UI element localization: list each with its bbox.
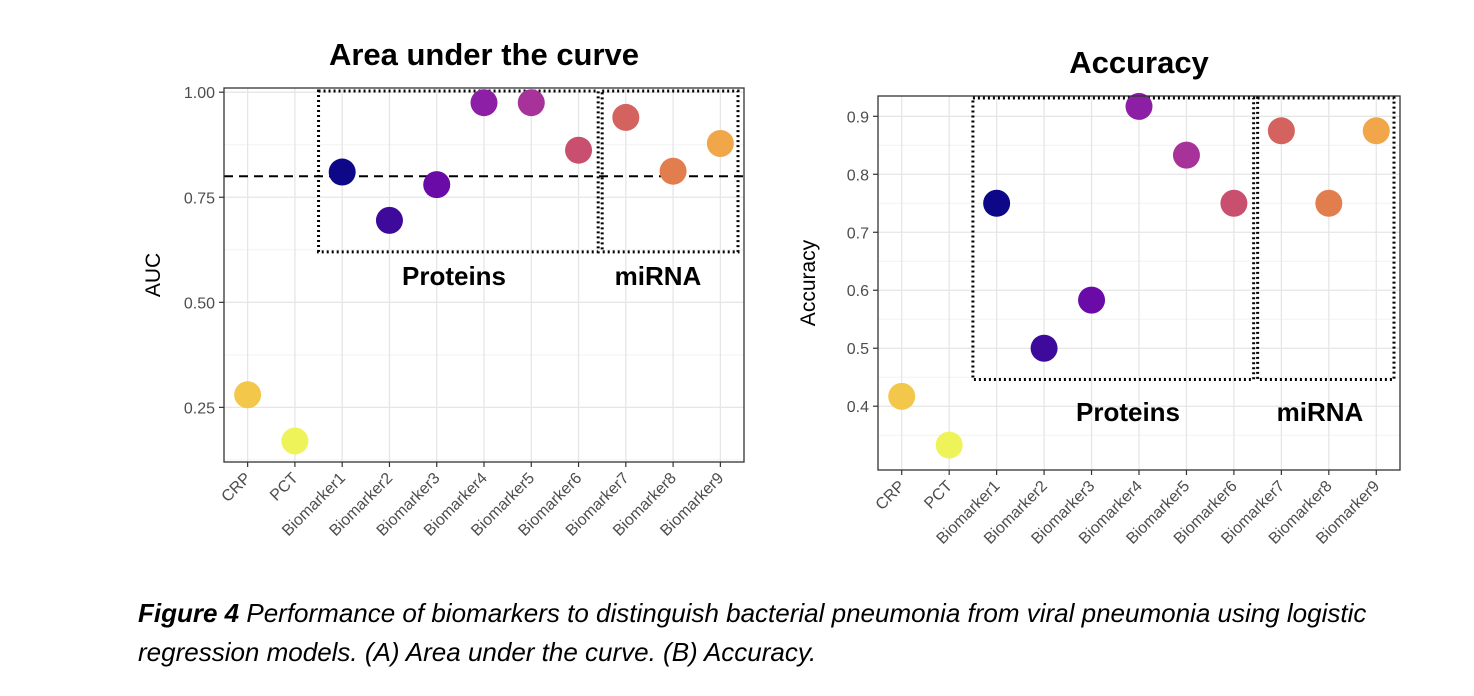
group-box [1256, 96, 1396, 382]
y-tick-label: 0.7 [847, 225, 869, 242]
data-point [470, 89, 498, 117]
data-point [1220, 189, 1248, 217]
group-label: Proteins [402, 261, 506, 291]
data-point [1030, 334, 1058, 362]
data-point [1125, 92, 1153, 120]
data-point [935, 431, 963, 459]
y-tick-label: 1.00 [184, 85, 215, 102]
data-point [328, 158, 356, 186]
group-label: miRNA [1277, 397, 1364, 427]
data-point [1172, 141, 1200, 169]
y-tick-label: 0.8 [847, 167, 869, 184]
x-tick-label: PCT [267, 470, 302, 505]
x-tick-label: CRP [873, 478, 909, 514]
y-tick-label: 0.6 [847, 283, 869, 300]
x-tick-label: PCT [921, 478, 956, 513]
data-point [888, 382, 916, 410]
y-tick-label: 0.25 [184, 400, 215, 417]
y-tick-label: 0.9 [847, 109, 869, 126]
y-axis-title: Accuracy [797, 239, 820, 326]
data-point [706, 129, 734, 157]
data-point [281, 427, 309, 455]
data-point [1362, 117, 1390, 145]
group-box [317, 89, 600, 254]
figure-caption: Figure 4 Performance of biomarkers to di… [138, 594, 1458, 672]
chart-title: Accuracy [1069, 45, 1209, 80]
data-point [659, 157, 687, 185]
data-point [423, 171, 451, 199]
data-point [565, 136, 593, 164]
y-tick-label: 0.5 [847, 341, 869, 358]
data-point [1315, 189, 1343, 217]
data-point [983, 189, 1011, 217]
y-tick-label: 0.75 [184, 190, 215, 207]
data-point [612, 103, 640, 131]
data-point [1267, 117, 1295, 145]
group-box [600, 89, 740, 254]
y-tick-label: 0.4 [847, 399, 869, 416]
data-point [1078, 286, 1106, 314]
y-tick-label: 0.50 [184, 295, 215, 312]
data-point [517, 89, 545, 117]
caption-label: Figure 4 [138, 598, 240, 628]
group-label: Proteins [1076, 397, 1180, 427]
x-tick-label: CRP [219, 470, 255, 506]
data-point [375, 206, 403, 234]
group-label: miRNA [615, 261, 702, 291]
y-axis-title: AUC [142, 253, 165, 297]
data-point [234, 381, 262, 409]
chart-title: Area under the curve [329, 37, 639, 72]
caption-text: Performance of biomarkers to distinguish… [138, 598, 1367, 667]
group-box [971, 96, 1256, 382]
